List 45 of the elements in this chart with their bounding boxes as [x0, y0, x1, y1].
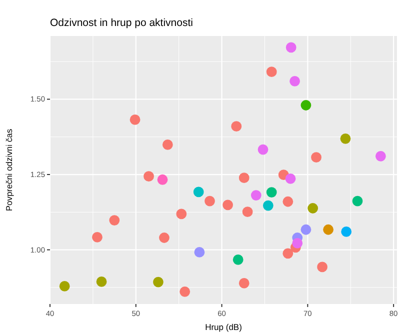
point [262, 200, 274, 211]
point [194, 247, 205, 258]
point [193, 186, 204, 198]
point [311, 152, 322, 163]
point [159, 232, 170, 243]
point [317, 262, 328, 272]
y-axis-title: Povprečni odzivni čas [4, 128, 14, 212]
x-axis-title: Hrup (dB) [205, 322, 242, 332]
point [157, 174, 168, 185]
point [162, 140, 173, 150]
point [180, 286, 190, 297]
point [176, 208, 187, 220]
point [266, 66, 277, 78]
point [375, 150, 386, 162]
point [266, 187, 277, 198]
point [340, 133, 351, 144]
point [282, 196, 294, 207]
point [92, 232, 102, 242]
point [341, 226, 352, 237]
point [231, 121, 242, 132]
point [96, 276, 107, 287]
point [323, 224, 334, 235]
point [153, 276, 164, 288]
point [300, 224, 312, 235]
point [222, 200, 233, 210]
point [290, 76, 300, 86]
point [250, 190, 262, 200]
point [242, 206, 253, 218]
point [282, 248, 294, 259]
point [238, 172, 250, 184]
point [238, 278, 250, 288]
point [292, 238, 303, 248]
point [130, 114, 140, 125]
point [144, 171, 154, 182]
chart-title: Odzivnost in hrup po aktivnosti [50, 17, 193, 29]
point [352, 196, 363, 206]
point [308, 203, 318, 214]
point [204, 196, 215, 206]
point [59, 281, 70, 292]
point [258, 144, 268, 155]
point [109, 215, 120, 226]
point [300, 100, 312, 110]
point [285, 174, 296, 184]
point [286, 42, 296, 53]
point [232, 254, 244, 265]
